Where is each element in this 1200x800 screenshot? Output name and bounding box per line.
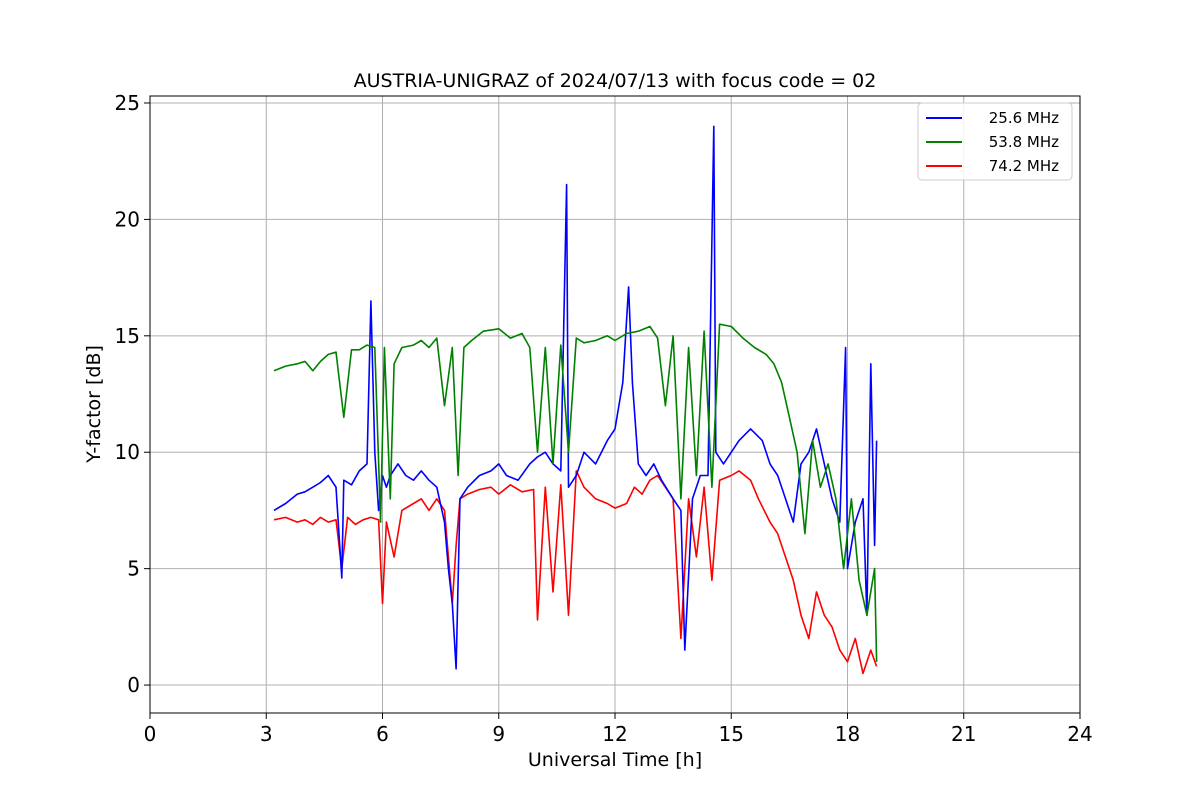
legend-label: 25.6 MHz — [989, 109, 1059, 127]
series-line-2 — [273, 470, 878, 675]
y-axis-ticks: 0 5 10 15 20 25 — [115, 91, 150, 697]
x-tick-label: 0 — [144, 722, 157, 746]
y-tick-label: 10 — [115, 440, 140, 464]
x-tick-label: 24 — [1067, 722, 1092, 746]
y-tick-label: 15 — [115, 324, 140, 348]
y-tick-label: 0 — [127, 673, 140, 697]
x-tick-label: 15 — [719, 722, 744, 746]
x-tick-label: 6 — [376, 722, 389, 746]
y-tick-label: 20 — [115, 207, 140, 231]
x-tick-label: 9 — [492, 722, 505, 746]
x-axis-ticks: 0 3 6 9 12 15 18 21 24 — [144, 713, 1093, 746]
x-tick-label: 3 — [260, 722, 273, 746]
legend: 25.6 MHz 53.8 MHz 74.2 MHz — [917, 102, 1073, 181]
legend-label: 74.2 MHz — [989, 157, 1059, 175]
x-tick-label: 21 — [951, 722, 976, 746]
legend-box — [917, 102, 1073, 181]
series-line-1 — [273, 323, 878, 662]
chart-title: AUSTRIA-UNIGRAZ of 2024/07/13 with focus… — [354, 70, 877, 92]
series-line-0 — [273, 125, 878, 670]
series-layer — [273, 125, 878, 675]
y-axis-label: Y-factor [dB] — [83, 345, 105, 464]
y-tick-label: 5 — [127, 557, 140, 581]
y-tick-label: 25 — [115, 91, 140, 115]
legend-label: 53.8 MHz — [989, 133, 1059, 151]
x-tick-label: 12 — [602, 722, 627, 746]
x-tick-label: 18 — [835, 722, 860, 746]
x-axis-label: Universal Time [h] — [528, 749, 702, 771]
